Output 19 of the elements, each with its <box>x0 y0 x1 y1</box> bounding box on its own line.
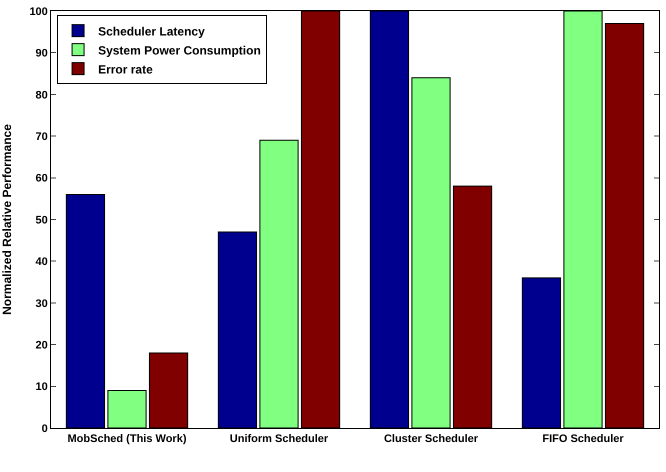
y-tick-label: 10 <box>36 381 48 394</box>
y-axis-title: Normalized Relative Performance <box>0 124 14 315</box>
x-tick-label: Uniform Scheduler <box>230 433 329 446</box>
y-tick-label: 0 <box>42 422 48 435</box>
legend-label: System Power Consumption <box>98 43 261 58</box>
x-tick-label: Cluster Scheduler <box>384 433 479 446</box>
y-tick-label: 90 <box>36 48 48 60</box>
y-tick-label: 50 <box>36 214 48 226</box>
legend-label: Scheduler Latency <box>98 24 206 38</box>
y-tick-label: 70 <box>36 130 48 143</box>
y-tick-label: 100 <box>29 6 48 18</box>
y-tick-label: 60 <box>36 172 48 185</box>
y-tick-label: 30 <box>36 298 48 310</box>
x-tick-label: MobSched (This Work) <box>68 433 187 446</box>
x-tick-label: FIFO Scheduler <box>542 433 624 446</box>
y-tick-label: 40 <box>36 256 48 268</box>
y-tick-label: 20 <box>36 339 48 352</box>
y-tick-label: 80 <box>36 89 48 102</box>
legend-label: Error rate <box>98 62 154 76</box>
